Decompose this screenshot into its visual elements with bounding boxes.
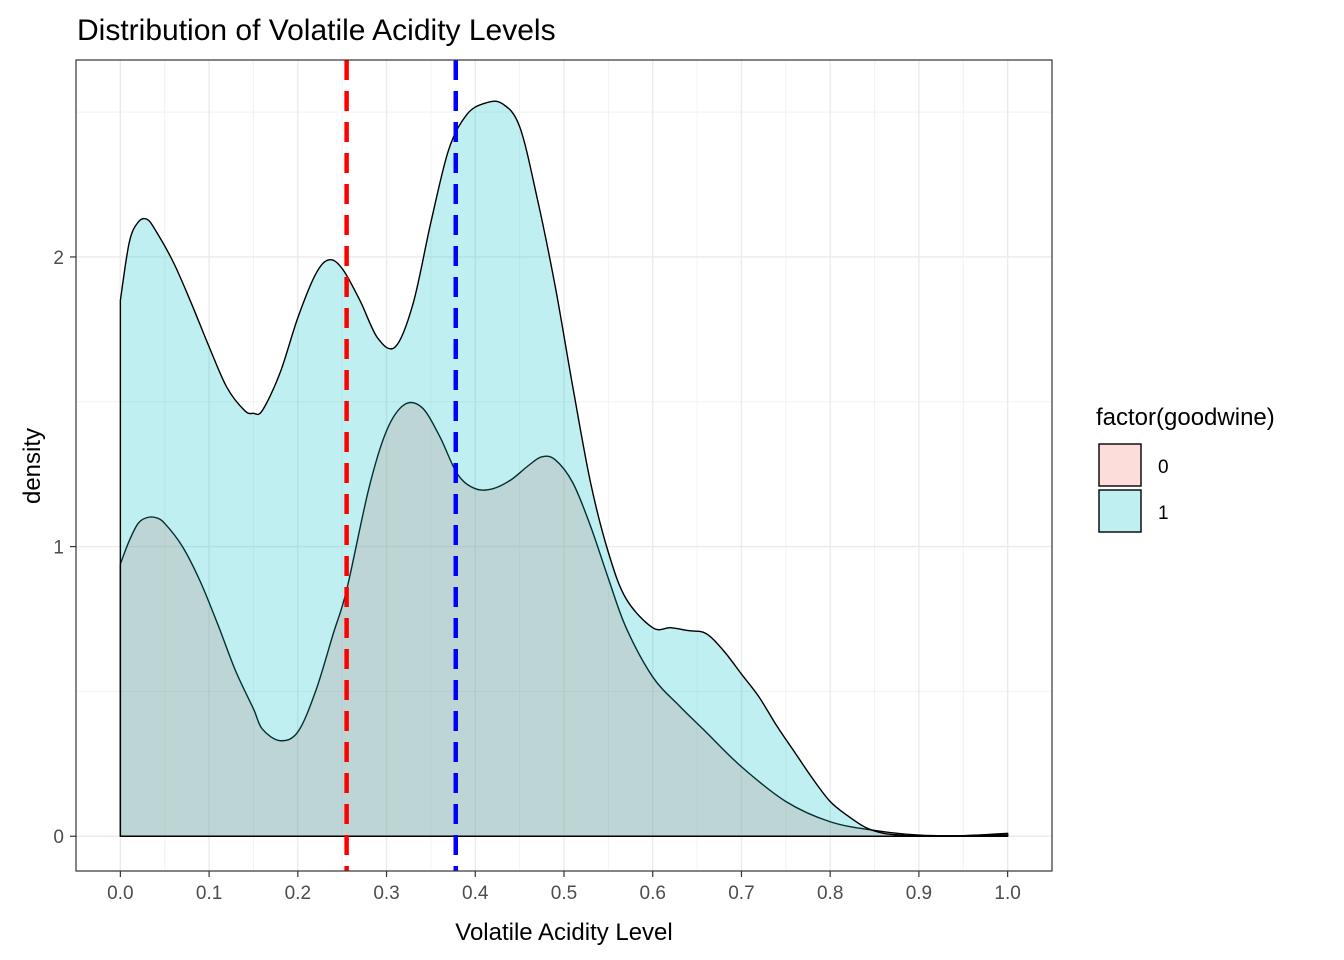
x-tick-label: 0.4	[462, 883, 489, 904]
legend-title: factor(goodwine)	[1096, 404, 1275, 431]
axis-ticks: 0.0 0.1 0.2 0.3 0.4 0.5 0.6 0.7 0.8 0.9 1.0 0 1 2	[53, 248, 1020, 904]
x-tick-label: 0.0	[107, 883, 133, 904]
x-tick-label: 0.6	[640, 883, 666, 904]
y-tick-label: 2	[53, 248, 64, 269]
density-areas	[119, 100, 1009, 837]
y-tick-label: 0	[53, 827, 64, 848]
y-tick-label: 1	[53, 538, 64, 559]
legend-label: 0	[1158, 457, 1169, 478]
x-axis-title: Volatile Acidity Level	[455, 919, 672, 946]
x-tick-label: 0.3	[373, 883, 399, 904]
chart-title: Distribution of Volatile Acidity Levels	[77, 14, 556, 47]
density-area-1	[119, 100, 1009, 837]
legend-key-1	[1098, 489, 1142, 533]
x-tick-label: 0.5	[551, 883, 577, 904]
x-tick-label: 0.2	[285, 883, 311, 904]
x-tick-label: 0.7	[728, 883, 754, 904]
y-axis-title: density	[19, 428, 46, 504]
legend-key-0	[1098, 443, 1142, 487]
x-tick-label: 1.0	[994, 883, 1020, 904]
grid	[76, 60, 1052, 871]
legend: factor(goodwine) 01	[1096, 404, 1275, 533]
x-tick-label: 0.9	[906, 883, 932, 904]
density-area-0	[119, 401, 1009, 837]
x-tick-label: 0.8	[817, 883, 843, 904]
x-tick-label: 0.1	[196, 883, 222, 904]
reference-lines	[344, 60, 459, 871]
legend-entries: 01	[1098, 443, 1169, 533]
legend-label: 1	[1158, 503, 1169, 524]
